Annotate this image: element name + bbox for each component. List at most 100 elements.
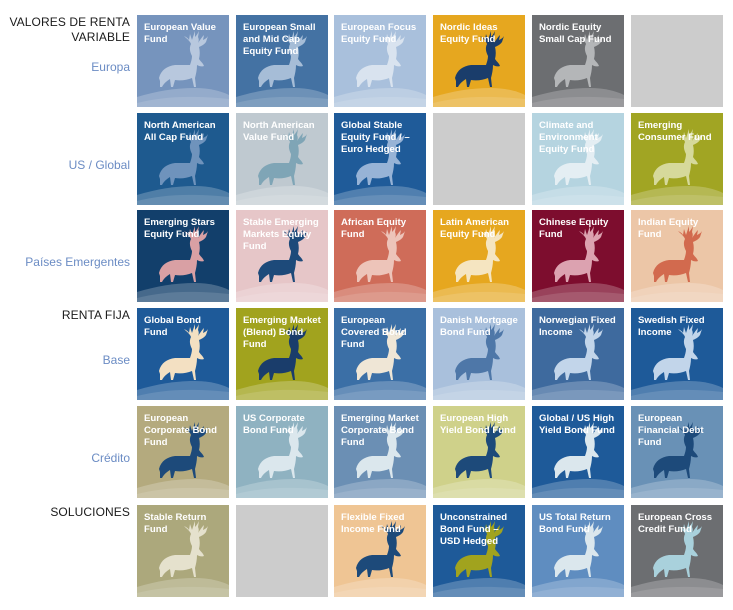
fund-tile[interactable]: Stable Emerging Markets Equity Fund	[236, 210, 328, 302]
hill-shape	[532, 88, 624, 107]
fund-tile[interactable]: African Equity Fund	[334, 210, 426, 302]
hill-shape	[137, 381, 229, 400]
hill-shape	[334, 381, 426, 400]
fund-tile[interactable]: Nordic Equity Small Cap Fund	[532, 15, 624, 107]
reindeer-icon	[356, 422, 405, 478]
fund-name: Emerging Market (Blend) Bond Fund	[243, 315, 321, 350]
reindeer-icon	[258, 31, 307, 87]
row-label: US / Global	[0, 113, 130, 205]
hill-shape-front	[631, 194, 723, 205]
fund-tile[interactable]: European High Yield Bond Fund	[433, 406, 525, 498]
hill-shape-front	[137, 194, 229, 205]
fund-illustration	[137, 324, 229, 400]
fund-name: Stable Return Fund	[144, 512, 207, 535]
fund-tile[interactable]: Unconstrained Bond Fund – USD Hedged	[433, 505, 525, 597]
empty-tile	[433, 113, 525, 205]
fund-illustration	[532, 129, 624, 205]
hill-shape	[532, 381, 624, 400]
reindeer-icon	[554, 226, 603, 282]
fund-tile[interactable]: US Corporate Bond Fund	[236, 406, 328, 498]
hill-shape	[236, 88, 328, 107]
fund-tile[interactable]: Climate and Environment Equity Fund	[532, 113, 624, 205]
section-heading: VALORES DE RENTA VARIABLE	[9, 15, 130, 44]
fund-name: Emerging Consumer Fund	[638, 120, 712, 143]
fund-tile[interactable]: Flexible Fixed Income Fund	[334, 505, 426, 597]
hill-shape-front	[532, 487, 624, 498]
fund-illustration	[334, 324, 426, 400]
fund-tile[interactable]: Stable Return Fund	[137, 505, 229, 597]
reindeer-icon	[455, 324, 504, 380]
fund-illustration	[532, 226, 624, 302]
hill-shape	[334, 479, 426, 498]
fund-illustration	[631, 324, 723, 400]
fund-name: Nordic Equity Small Cap Fund	[539, 22, 612, 45]
reindeer-icon	[356, 31, 405, 87]
fund-tile[interactable]: European Cross Credit Fund	[631, 505, 723, 597]
fund-tile[interactable]: Emerging Market (Blend) Bond Fund	[236, 308, 328, 400]
hill-shape	[137, 88, 229, 107]
fund-name: US Corporate Bond Fund	[243, 413, 305, 436]
fund-tile[interactable]: European Financial Debt Fund	[631, 406, 723, 498]
reindeer-icon	[455, 521, 504, 577]
subcategory-label: US / Global	[68, 158, 130, 172]
fund-illustration	[433, 521, 525, 597]
hill-shape	[433, 88, 525, 107]
fund-tile[interactable]: Norwegian Fixed Income	[532, 308, 624, 400]
hill-shape	[137, 283, 229, 302]
fund-name: Unconstrained Bond Fund – USD Hedged	[440, 512, 508, 547]
hill-shape-front	[532, 586, 624, 597]
hill-shape	[137, 578, 229, 597]
hill-shape	[532, 186, 624, 205]
fund-tile[interactable]: Global Stable Equity Fund / – Euro Hedge…	[334, 113, 426, 205]
hill-shape-front	[433, 96, 525, 107]
fund-tile[interactable]: Indian Equity Fund	[631, 210, 723, 302]
fund-tile[interactable]: European Corporate Bond Fund	[137, 406, 229, 498]
fund-tile[interactable]: North American Value Fund	[236, 113, 328, 205]
fund-illustration	[137, 226, 229, 302]
fund-illustration	[334, 31, 426, 107]
fund-tile[interactable]: Latin American Equity Fund	[433, 210, 525, 302]
fund-name: Emerging Stars Equity Fund	[144, 217, 215, 240]
fund-tile[interactable]: Global Bond Fund	[137, 308, 229, 400]
fund-name: European Value Fund	[144, 22, 216, 45]
reindeer-icon	[554, 521, 603, 577]
reindeer-icon	[159, 31, 208, 87]
fund-tile[interactable]: Chinese Equity Fund	[532, 210, 624, 302]
hill-shape	[631, 479, 723, 498]
hill-shape-front	[236, 389, 328, 400]
fund-name: Norwegian Fixed Income	[539, 315, 616, 338]
fund-tile[interactable]: Emerging Stars Equity Fund	[137, 210, 229, 302]
hill-shape-front	[433, 291, 525, 302]
fund-name: Global Stable Equity Fund / – Euro Hedge…	[341, 120, 410, 155]
section-heading: SOLUCIONES	[50, 505, 130, 519]
fund-tile[interactable]: Danish Mortgage Bond Fund	[433, 308, 525, 400]
hill-shape	[631, 186, 723, 205]
fund-tile[interactable]: Emerging Consumer Fund	[631, 113, 723, 205]
fund-tile[interactable]: Swedish Fixed Income	[631, 308, 723, 400]
reindeer-icon	[653, 422, 702, 478]
fund-tile[interactable]: North American All Cap Fund	[137, 113, 229, 205]
fund-tile[interactable]: European Focus Equity Fund	[334, 15, 426, 107]
reindeer-icon	[653, 226, 702, 282]
fund-tile[interactable]: Emerging Market Corporate Bond Fund	[334, 406, 426, 498]
empty-tile	[236, 505, 328, 597]
hill-shape-front	[137, 96, 229, 107]
hill-shape	[334, 186, 426, 205]
fund-tile[interactable]: Nordic Ideas Equity Fund	[433, 15, 525, 107]
fund-name: European Small and Mid Cap Equity Fund	[243, 22, 316, 57]
fund-tile[interactable]: European Covered Bond Fund	[334, 308, 426, 400]
hill-shape-front	[532, 96, 624, 107]
hill-shape-front	[433, 389, 525, 400]
fund-name: European Covered Bond Fund	[341, 315, 407, 350]
fund-tile[interactable]: Global / US High Yield Bond Fund	[532, 406, 624, 498]
fund-name: European Corporate Bond Fund	[144, 413, 218, 448]
hill-shape	[532, 479, 624, 498]
fund-name: North American Value Fund	[243, 120, 315, 143]
hill-shape-front	[334, 291, 426, 302]
hill-shape-front	[334, 586, 426, 597]
fund-tile[interactable]: European Value Fund	[137, 15, 229, 107]
reindeer-icon	[159, 226, 208, 282]
reindeer-icon	[653, 324, 702, 380]
fund-tile[interactable]: US Total Return Bond Fund	[532, 505, 624, 597]
fund-tile[interactable]: European Small and Mid Cap Equity Fund	[236, 15, 328, 107]
